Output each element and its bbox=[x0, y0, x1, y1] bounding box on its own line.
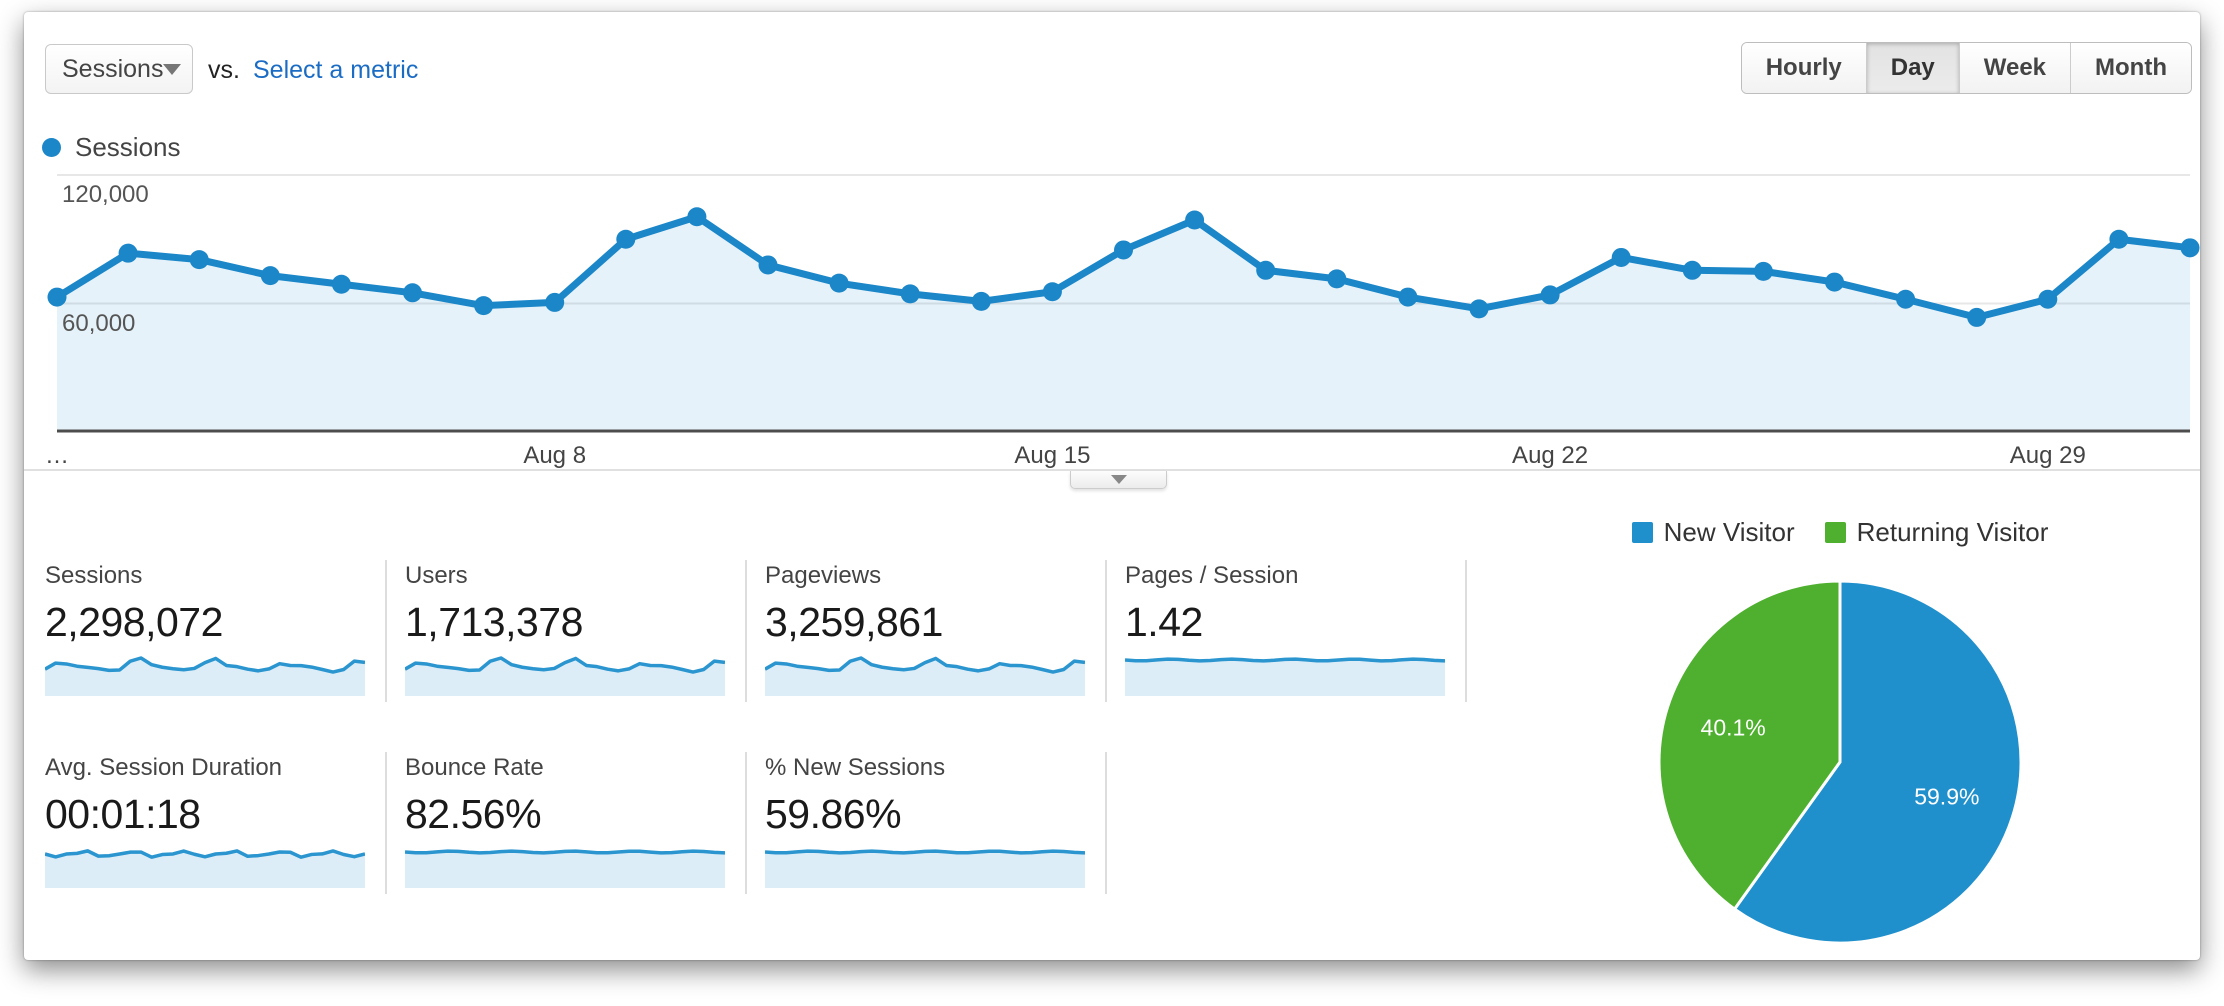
pie-legend-item: New Visitor bbox=[1631, 517, 1795, 548]
sparkline bbox=[405, 849, 725, 888]
data-point[interactable] bbox=[1896, 289, 1916, 309]
scorecard-label: Sessions bbox=[45, 562, 143, 589]
data-point[interactable] bbox=[474, 296, 494, 316]
scorecard-users[interactable]: Users 1,713,378 bbox=[405, 560, 747, 702]
legend-swatch-icon bbox=[1824, 522, 1846, 543]
legend-swatch-icon bbox=[1631, 522, 1653, 543]
data-point[interactable] bbox=[687, 207, 707, 227]
data-point[interactable] bbox=[1469, 299, 1489, 319]
data-point[interactable] bbox=[1611, 247, 1631, 267]
granularity-week-button[interactable]: Week bbox=[1958, 43, 2071, 93]
vs-label: vs. bbox=[208, 56, 240, 84]
granularity-day-button[interactable]: Day bbox=[1865, 43, 1959, 93]
scorecard-label: Pageviews bbox=[765, 562, 882, 589]
data-point[interactable] bbox=[189, 250, 209, 270]
data-point[interactable] bbox=[1327, 269, 1347, 289]
x-axis-label: Aug 8 bbox=[523, 442, 587, 469]
granularity-group: Hourly Day Week Month bbox=[1740, 42, 2192, 94]
legend-dot-icon bbox=[42, 138, 61, 157]
data-point[interactable] bbox=[403, 283, 422, 303]
scorecard-label: Users bbox=[405, 562, 468, 589]
data-point[interactable] bbox=[2038, 289, 2058, 309]
scorecard-value: 1,713,378 bbox=[405, 599, 583, 645]
pie-legend-label: Returning Visitor bbox=[1856, 517, 2049, 547]
y-axis-label: 60,000 bbox=[62, 309, 136, 337]
scorecard-pages-session[interactable]: Pages / Session 1.42 bbox=[1125, 560, 1467, 702]
scorecard-new-sessions[interactable]: % New Sessions 59.86% bbox=[765, 752, 1107, 894]
x-axis-label: Aug 29 bbox=[2009, 442, 2086, 469]
granularity-month-button[interactable]: Month bbox=[2070, 43, 2191, 93]
sparkline bbox=[765, 849, 1085, 888]
data-point[interactable] bbox=[1682, 260, 1702, 280]
data-point[interactable] bbox=[1753, 261, 1773, 281]
data-point[interactable] bbox=[118, 243, 138, 263]
data-point[interactable] bbox=[2180, 238, 2200, 258]
y-axis-label: 120,000 bbox=[62, 181, 149, 208]
data-point[interactable] bbox=[47, 287, 67, 307]
select-a-metric-link[interactable]: Select a metric bbox=[253, 56, 419, 84]
chart-legend: Sessions bbox=[42, 132, 181, 163]
visitor-type-pie-chart[interactable]: 59.9% 40.1% bbox=[1655, 577, 2025, 947]
sparkline bbox=[45, 849, 365, 888]
data-point[interactable] bbox=[758, 255, 778, 275]
chart-collapse-button[interactable] bbox=[1070, 471, 1167, 489]
pie-slice-new-visitor[interactable] bbox=[1732, 579, 2023, 945]
metric-selector-dropdown[interactable]: Sessions bbox=[45, 44, 193, 94]
scorecard-value: 1.42 bbox=[1125, 599, 1203, 645]
sparkline bbox=[45, 656, 365, 696]
sparkline bbox=[405, 656, 725, 696]
pie-legend-item: Returning Visitor bbox=[1824, 517, 2049, 548]
x-axis-label: … bbox=[45, 442, 69, 469]
sparkline bbox=[1125, 657, 1445, 696]
area-fill bbox=[57, 216, 2190, 432]
scorecard-label: Bounce Rate bbox=[405, 754, 544, 781]
scorecard-value: 00:01:18 bbox=[45, 791, 201, 837]
scorecard-value: 3,259,861 bbox=[765, 599, 943, 645]
scorecard-pageviews[interactable]: Pageviews 3,259,861 bbox=[765, 560, 1107, 702]
pie-legend-label: New Visitor bbox=[1663, 517, 1795, 547]
data-point[interactable] bbox=[971, 291, 991, 311]
chevron-down-icon bbox=[163, 63, 182, 75]
scorecard-sessions[interactable]: Sessions 2,298,072 bbox=[45, 560, 387, 702]
pie-slice-value-label: 59.9% bbox=[1914, 783, 1979, 809]
scorecard-label: Pages / Session bbox=[1125, 562, 1299, 589]
sessions-line-chart[interactable] bbox=[47, 165, 2200, 435]
scorecard-avg-session-duration[interactable]: Avg. Session Duration 00:01:18 bbox=[45, 752, 387, 894]
chart-divider bbox=[24, 469, 2200, 471]
scorecard-label: Avg. Session Duration bbox=[45, 754, 283, 781]
x-axis-label: Aug 15 bbox=[1014, 442, 1091, 469]
scorecard-value: 2,298,072 bbox=[45, 599, 223, 645]
x-axis-label: Aug 22 bbox=[1512, 442, 1589, 469]
scorecard-bounce-rate[interactable]: Bounce Rate 82.56% bbox=[405, 752, 747, 894]
data-point[interactable] bbox=[545, 292, 565, 312]
sparkline bbox=[765, 656, 1085, 696]
data-point[interactable] bbox=[616, 229, 636, 249]
data-point[interactable] bbox=[1540, 285, 1560, 305]
pie-slice-returning-visitor[interactable] bbox=[1657, 579, 1842, 912]
data-point[interactable] bbox=[1256, 260, 1276, 280]
legend-label: Sessions bbox=[75, 132, 181, 162]
data-point[interactable] bbox=[260, 266, 280, 286]
scorecard-value: 59.86% bbox=[765, 791, 902, 837]
data-point[interactable] bbox=[1398, 287, 1418, 307]
metric-selector-label: Sessions bbox=[62, 54, 164, 83]
data-point[interactable] bbox=[1825, 272, 1844, 292]
data-point[interactable] bbox=[1967, 307, 1987, 327]
data-point[interactable] bbox=[829, 273, 849, 293]
data-point[interactable] bbox=[1185, 210, 1205, 230]
pie-legend: New Visitor Returning Visitor bbox=[1631, 517, 2048, 548]
granularity-hourly-button[interactable]: Hourly bbox=[1741, 43, 1866, 93]
data-point[interactable] bbox=[331, 274, 351, 294]
scorecard-label: % New Sessions bbox=[765, 754, 946, 781]
collapse-caret-icon bbox=[1110, 475, 1127, 484]
pie-slice-value-label: 40.1% bbox=[1701, 715, 1766, 741]
scorecard-value: 82.56% bbox=[405, 791, 542, 837]
data-point[interactable] bbox=[1042, 282, 1062, 302]
data-point[interactable] bbox=[1114, 240, 1133, 260]
data-point[interactable] bbox=[2109, 229, 2129, 249]
data-point[interactable] bbox=[900, 284, 920, 304]
